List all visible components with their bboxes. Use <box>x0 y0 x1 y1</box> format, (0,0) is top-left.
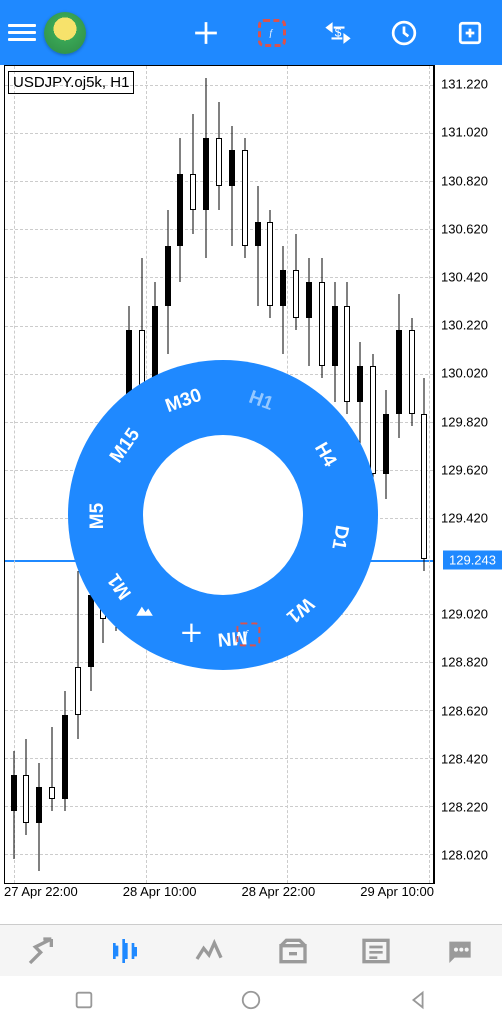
candle <box>36 66 42 883</box>
candle <box>62 66 68 883</box>
y-axis-label: 129.620 <box>441 462 488 477</box>
y-axis-label: 131.220 <box>441 77 488 92</box>
x-axis-label: 29 Apr 10:00 <box>360 884 434 914</box>
recent-apps-button[interactable] <box>73 989 95 1011</box>
svg-text:f: f <box>245 629 249 640</box>
back-button[interactable] <box>407 989 429 1011</box>
candle <box>383 66 389 883</box>
bottom-nav <box>0 924 502 976</box>
chart-area[interactable]: USDJPY.oj5k, H1 131.220 131.020 130.820 130… <box>0 65 502 924</box>
y-axis-label: 131.020 <box>441 125 488 140</box>
svg-text:f: f <box>270 27 274 37</box>
crosshair-icon[interactable] <box>192 19 220 47</box>
current-price-tag: 129.243 <box>443 551 502 570</box>
y-axis-label: 128.820 <box>441 655 488 670</box>
function-icon[interactable]: f <box>236 622 260 646</box>
x-axis-label: 28 Apr 10:00 <box>123 884 197 914</box>
messages-tab-icon[interactable] <box>444 935 476 967</box>
x-axis-label: 28 Apr 22:00 <box>242 884 316 914</box>
y-axis-label: 130.820 <box>441 173 488 188</box>
quotes-tab-icon[interactable] <box>26 935 58 967</box>
home-button[interactable] <box>240 989 262 1011</box>
candle <box>11 66 17 883</box>
y-axis-label: 128.620 <box>441 703 488 718</box>
y-axis-label: 129.820 <box>441 414 488 429</box>
y-axis-label: 129.020 <box>441 607 488 622</box>
history-tab-icon[interactable] <box>277 935 309 967</box>
chart-tab-icon[interactable] <box>109 935 141 967</box>
y-axis-label: 128.420 <box>441 751 488 766</box>
chart-title: USDJPY.oj5k, H1 <box>8 71 134 94</box>
y-axis-label: 129.420 <box>441 510 488 525</box>
x-axis: 27 Apr 22:00 28 Apr 10:00 28 Apr 22:00 29 A… <box>4 884 434 914</box>
trade-icon[interactable]: $ <box>324 19 352 47</box>
y-axis-label: 130.020 <box>441 366 488 381</box>
candle <box>409 66 415 883</box>
avatar[interactable] <box>44 12 86 54</box>
y-axis-label: 130.220 <box>441 318 488 333</box>
mountain-icon[interactable] <box>133 596 157 620</box>
x-axis-label: 27 Apr 22:00 <box>4 884 78 914</box>
timeframe-d1[interactable]: D1 <box>326 523 352 551</box>
function-highlighted-icon[interactable]: f <box>258 19 286 47</box>
trade-tab-icon[interactable] <box>193 935 225 967</box>
top-bar: f $ <box>0 0 502 65</box>
system-nav <box>0 976 502 1024</box>
timeframe-radial-menu[interactable]: M30H1H4D1W1MNM15M5M1f <box>68 360 378 670</box>
y-axis-label: 128.020 <box>441 848 488 863</box>
candle <box>421 66 427 883</box>
candle <box>23 66 29 883</box>
crosshair-icon[interactable] <box>179 621 203 645</box>
y-axis-label: 130.620 <box>441 221 488 236</box>
y-axis-label: 128.220 <box>441 799 488 814</box>
candle <box>49 66 55 883</box>
news-tab-icon[interactable] <box>360 935 392 967</box>
clock-icon[interactable] <box>390 19 418 47</box>
y-axis: 131.220 131.020 130.820 130.620 130.420 130.2… <box>434 65 502 884</box>
menu-icon[interactable] <box>8 24 36 41</box>
new-order-icon[interactable] <box>456 19 484 47</box>
svg-text:$: $ <box>335 25 342 39</box>
timeframe-m5[interactable]: M5 <box>87 503 109 529</box>
y-axis-label: 130.420 <box>441 269 488 284</box>
candle <box>396 66 402 883</box>
